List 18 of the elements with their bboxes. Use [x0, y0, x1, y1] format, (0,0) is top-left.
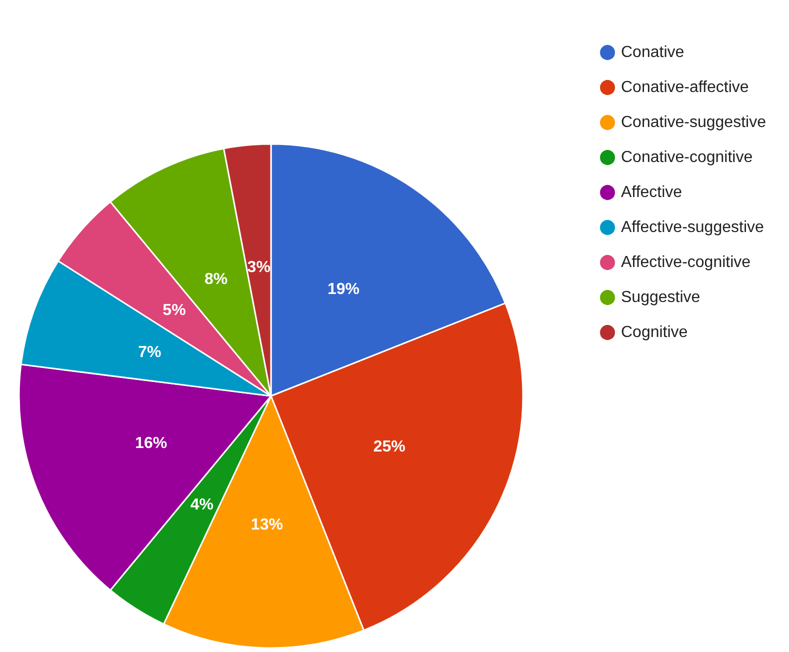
legend-label: Conative [621, 44, 684, 61]
legend-label: Affective [621, 184, 682, 201]
legend-label: Conative-affective [621, 79, 749, 96]
data-label: 5% [162, 302, 186, 320]
data-label: 25% [373, 438, 406, 456]
data-label: 3% [247, 259, 270, 276]
legend-label: Conative-suggestive [621, 114, 766, 131]
legend-label: Conative-cognitive [621, 149, 753, 166]
legend-label: Cognitive [621, 324, 688, 341]
legend-label: Affective-cognitive [621, 254, 751, 271]
data-label: 19% [327, 280, 360, 298]
legend-label: Suggestive [621, 289, 700, 306]
data-label: 7% [138, 344, 162, 361]
data-label: 13% [250, 516, 283, 534]
data-label: 4% [190, 496, 214, 514]
legend-label: Affective-suggestive [621, 219, 764, 236]
data-label: 8% [204, 270, 228, 288]
data-label: 16% [135, 434, 168, 452]
